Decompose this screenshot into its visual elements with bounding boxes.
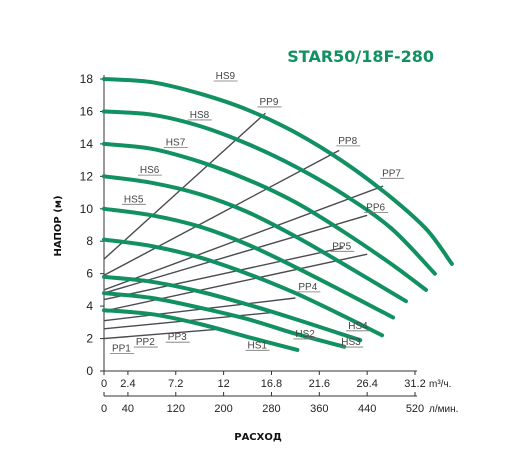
pump-curve-hs4	[102, 237, 385, 338]
curve-label-pp3: PP3	[168, 332, 187, 343]
curve-label-hs3: HS3	[341, 337, 361, 348]
x-tick-label-m3h: 26.4	[356, 378, 377, 390]
x-tick-label-lmin: 280	[262, 403, 280, 415]
curve-label-pp9: PP9	[260, 97, 279, 108]
y-tick-label: 10	[80, 202, 94, 216]
x-tick-label-lmin: 0	[101, 403, 107, 415]
curve-label-hs6: HS6	[140, 165, 160, 176]
pump-curve-hs9	[102, 77, 454, 266]
curve-label-pp5: PP5	[332, 241, 351, 252]
system-line-pp4	[103, 253, 368, 312]
curve-label-hs5: HS5	[124, 194, 144, 205]
curve-labels: HS9 HS8 HS7 HS6 HS5 HS4 HS3 HS2 HS1 PP9 PP8 PP7 PP6 P…	[109, 71, 405, 355]
y-tick-label: 16	[80, 104, 94, 118]
pump-curve-hs6	[102, 174, 408, 304]
curve-label-hs9: HS9	[216, 71, 236, 82]
y-tick-label: 0	[86, 364, 93, 378]
x-tick-label-lmin: 520	[406, 403, 424, 415]
y-tick-label: 8	[86, 234, 93, 248]
y-tick-label: 12	[80, 169, 94, 183]
y-tick-label: 4	[86, 299, 93, 313]
curve-label-pp1: PP1	[112, 344, 131, 355]
x-tick-label-m3h: 2.4	[120, 378, 135, 390]
pump-curve-hs3	[102, 274, 363, 343]
x-tick-label-m3h: 31.2	[404, 378, 425, 390]
axes: 0 2 4 6 8 10 12 14 16 18 0 2.4 7.2 12 16.8 21.6 26.4 31.2…	[80, 72, 459, 415]
curve-label-hs1: HS1	[248, 340, 268, 351]
curve-label-pp2: PP2	[136, 337, 155, 348]
y-tick-label: 2	[86, 332, 93, 346]
x-tick-label-lmin: 440	[358, 403, 376, 415]
y-tick-label: 14	[80, 137, 94, 151]
curve-label-hs7: HS7	[166, 138, 186, 149]
curve-label-pp8: PP8	[338, 136, 357, 147]
curve-label-hs8: HS8	[190, 110, 210, 121]
curve-label-pp4: PP4	[298, 282, 317, 293]
curve-label-hs2: HS2	[295, 329, 315, 340]
system-line-pp9	[103, 112, 266, 260]
x-tick-label-m3h: 21.6	[309, 378, 330, 390]
x-unit-m3h: m³/ч.	[429, 379, 451, 390]
y-axis-title: НАПОР (м)	[53, 195, 64, 256]
system-line-pp1	[103, 328, 224, 340]
pump-curves	[102, 77, 454, 352]
curve-label-hs4: HS4	[348, 321, 368, 332]
x-tick-label-lmin: 40	[122, 403, 134, 415]
x-tick-label-m3h: 0	[101, 378, 107, 390]
x-unit-lmin: л/мин.	[429, 404, 458, 415]
pump-curve-hs1	[102, 308, 300, 352]
y-tick-label: 18	[80, 72, 94, 86]
x-tick-label-m3h: 7.2	[168, 378, 183, 390]
x-tick-label-m3h: 12	[217, 378, 229, 390]
x-tick-label-m3h: 16.8	[261, 378, 282, 390]
pump-curve-hs2	[102, 291, 347, 349]
x-tick-label-lmin: 120	[167, 403, 185, 415]
pump-curve-hs5	[102, 206, 396, 320]
pump-curve-hs8	[102, 109, 437, 276]
system-line-pp6	[103, 214, 368, 294]
system-line-pp8	[103, 149, 340, 276]
y-tick-label: 6	[86, 267, 93, 281]
x-tick-label-lmin: 360	[310, 403, 328, 415]
x-tick-label-lmin: 200	[214, 403, 232, 415]
curve-label-pp7: PP7	[382, 168, 401, 179]
pump-curve-hs7	[102, 141, 428, 292]
x-axis-title: РАСХОД	[234, 432, 282, 443]
chart-title: STAR50/18F-280	[287, 47, 434, 66]
curve-label-pp6: PP6	[366, 202, 385, 213]
